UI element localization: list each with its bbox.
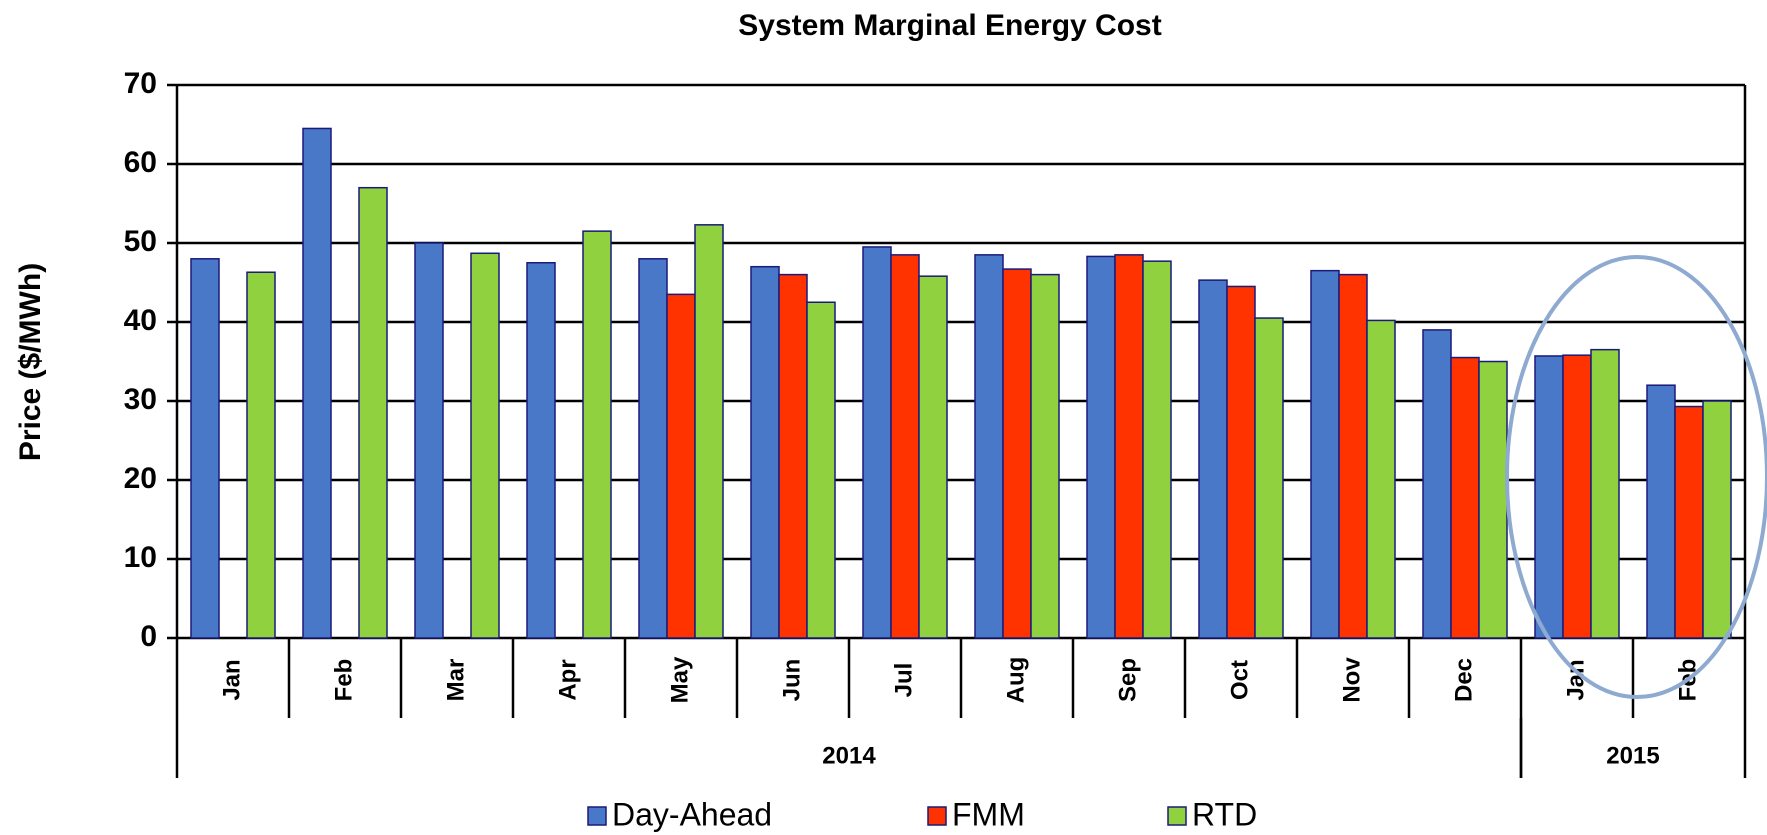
bar bbox=[1450, 356, 1480, 639]
bar bbox=[1590, 348, 1620, 639]
legend-label: FMM bbox=[952, 796, 1025, 832]
bar bbox=[1422, 329, 1452, 639]
bar bbox=[1114, 254, 1144, 639]
legend-label: RTD bbox=[1192, 796, 1257, 832]
bar bbox=[1338, 273, 1368, 639]
legend-swatch bbox=[927, 806, 947, 826]
bar bbox=[806, 301, 836, 639]
x-tick-label: Jun bbox=[778, 659, 805, 702]
y-tick-label: 20 bbox=[124, 462, 157, 495]
bar bbox=[862, 246, 892, 639]
bar bbox=[1310, 269, 1340, 639]
y-tick-label: 30 bbox=[124, 383, 157, 416]
bar bbox=[1002, 268, 1032, 639]
x-tick-label: Jan bbox=[218, 659, 245, 700]
bar bbox=[1198, 279, 1228, 639]
x-tick-label: Dec bbox=[1450, 658, 1477, 702]
y-tick-label: 70 bbox=[124, 67, 157, 100]
bar bbox=[1142, 260, 1172, 639]
bar bbox=[638, 258, 668, 639]
bar bbox=[890, 254, 920, 639]
legend-swatch bbox=[1167, 806, 1187, 826]
x-tick-label: Sep bbox=[1114, 658, 1141, 702]
bar bbox=[246, 271, 276, 639]
y-tick-label: 50 bbox=[124, 225, 157, 258]
x-tick-label: Mar bbox=[442, 659, 469, 702]
bar bbox=[1030, 273, 1060, 639]
bar bbox=[1534, 355, 1564, 639]
bar bbox=[526, 262, 556, 639]
legend-label: Day-Ahead bbox=[612, 796, 772, 832]
bar bbox=[302, 127, 332, 639]
y-tick-label: 60 bbox=[124, 146, 157, 179]
x-tick-label: Jul bbox=[890, 663, 917, 698]
bar bbox=[1646, 384, 1676, 639]
bar bbox=[1674, 405, 1704, 639]
bar bbox=[414, 242, 444, 639]
bar bbox=[582, 230, 612, 639]
y-axis-label: Price ($/MWh) bbox=[14, 263, 47, 461]
bar bbox=[1562, 354, 1592, 639]
x-tick-label: Oct bbox=[1226, 660, 1253, 700]
y-tick-label: 0 bbox=[140, 620, 157, 653]
chart-title: System Marginal Energy Cost bbox=[738, 9, 1161, 42]
group-label: 2015 bbox=[1606, 742, 1659, 769]
bar bbox=[694, 224, 724, 639]
bar bbox=[190, 258, 220, 639]
x-tick-label: Feb bbox=[330, 659, 357, 702]
bar bbox=[974, 254, 1004, 639]
bar bbox=[358, 186, 388, 639]
bar bbox=[1702, 400, 1732, 639]
bar bbox=[666, 293, 696, 639]
x-tick-label: May bbox=[666, 656, 693, 703]
bar bbox=[470, 252, 500, 639]
bar bbox=[1226, 285, 1256, 639]
bar bbox=[778, 273, 808, 639]
highlight-ellipse bbox=[1505, 255, 1767, 699]
bar bbox=[918, 275, 948, 639]
x-tick-label: Apr bbox=[554, 659, 581, 700]
bar bbox=[750, 265, 780, 639]
bar bbox=[1478, 360, 1508, 639]
x-tick-label: Nov bbox=[1338, 657, 1365, 703]
bar bbox=[1254, 317, 1284, 639]
y-tick-label: 40 bbox=[124, 304, 157, 337]
bar bbox=[1366, 319, 1396, 639]
y-tick-label: 10 bbox=[124, 541, 157, 574]
bar bbox=[1086, 255, 1116, 639]
group-label: 2014 bbox=[822, 742, 876, 769]
x-tick-label: Aug bbox=[1002, 657, 1029, 704]
legend-swatch bbox=[587, 806, 607, 826]
